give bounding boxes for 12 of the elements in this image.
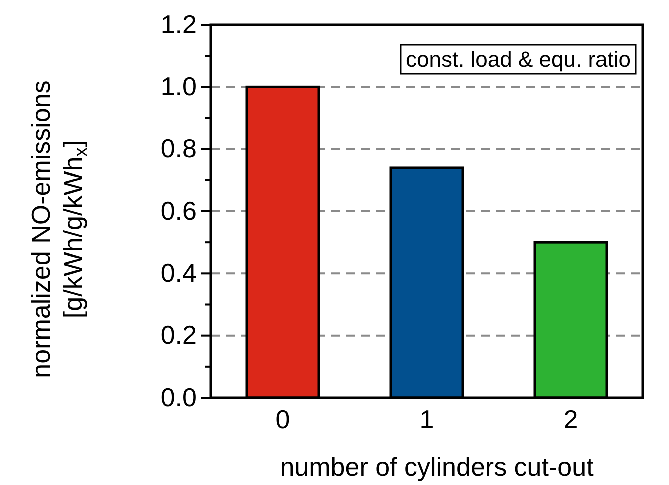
y-tick-label: 0.8 [160,134,197,164]
x-tick-label: 1 [420,404,434,434]
y-tick-label: 0.0 [160,382,197,412]
y-tick-label: 0.4 [160,258,197,288]
y-tick-label: 1.0 [160,71,197,102]
y-tick-label: 0.2 [160,320,197,350]
y-tick-label: 0.6 [160,196,197,226]
x-tick-label: 0 [276,404,290,434]
x-axis-title: number of cylinders cut-out [280,452,595,482]
y-tick-label: 1.2 [160,9,197,40]
annotation: const. load & equ. ratio [406,47,631,72]
x-tick-label: 2 [564,404,578,434]
